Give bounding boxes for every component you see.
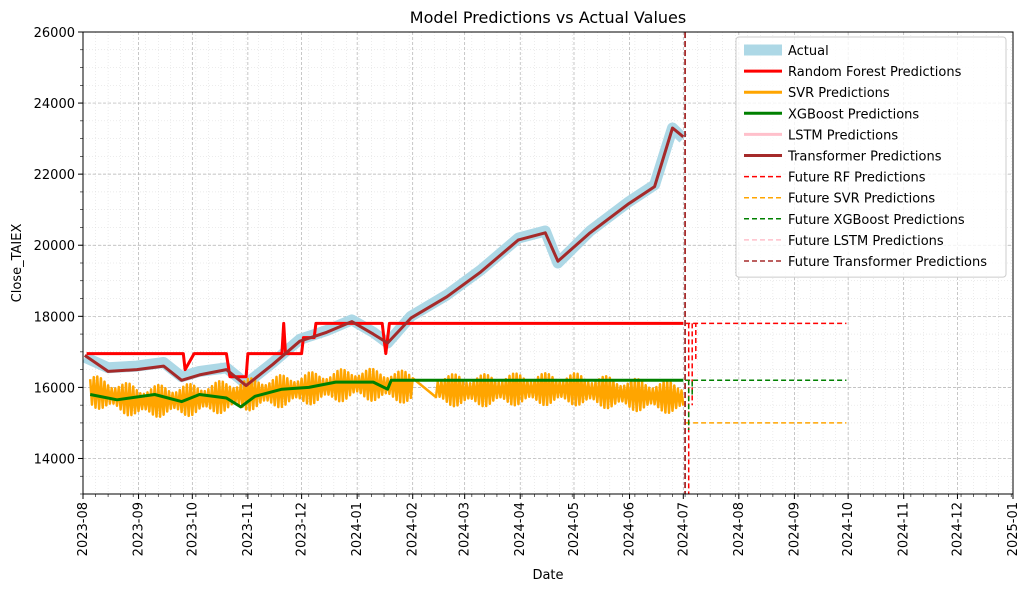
y-tick-label: 14000 — [34, 452, 75, 467]
legend-label-svr-predictions: SVR Predictions — [788, 86, 890, 101]
x-tick-label: 2024-07 — [676, 502, 691, 556]
legend-box — [735, 36, 1007, 278]
axes: 14000 16000 18000 20000 22000 24000 26000 2023-… — [34, 26, 1021, 556]
legend-label-lstm-predictions: LSTM Predictions — [788, 128, 898, 143]
y-axis-label: Close_TAIEX — [10, 224, 25, 303]
x-tick-label: 2024-10 — [841, 502, 856, 556]
x-tick-label: 2024-01 — [350, 502, 365, 556]
x-tick-label: 2024-08 — [732, 502, 747, 556]
x-tick-label: 2024-12 — [950, 502, 965, 556]
x-tick-label: 2023-12 — [295, 502, 310, 556]
series-transformer — [83, 126, 685, 388]
legend-label-xgboost-predictions: XGBoost Predictions — [788, 107, 919, 122]
x-axis-label: Date — [532, 568, 563, 583]
series-random-forest — [86, 321, 684, 379]
x-tick-label: 2025-01 — [1006, 502, 1021, 556]
legend-label-future-xgboost-predictions: Future XGBoost Predictions — [788, 213, 965, 228]
y-tick-label: 18000 — [34, 310, 75, 325]
x-tick-label: 2024-04 — [513, 502, 528, 556]
legend-label-transformer-predictions: Transformer Predictions — [787, 150, 942, 165]
x-tick-label: 2023-09 — [132, 502, 147, 556]
x-tick-label: 2024-02 — [406, 502, 421, 556]
legend-label-future-lstm-predictions: Future LSTM Predictions — [788, 234, 944, 249]
legend-label-future-svr-predictions: Future SVR Predictions — [788, 192, 935, 207]
series-svr — [88, 367, 685, 418]
series-xgboost — [89, 378, 684, 409]
series-layer — [82, 32, 847, 494]
legend-label-actual: Actual — [788, 44, 829, 59]
x-tick-label: 2024-03 — [458, 502, 473, 556]
x-tick-label: 2024-11 — [897, 502, 912, 556]
y-tick-label: 16000 — [34, 381, 75, 396]
y-tick-label: 20000 — [34, 239, 75, 254]
y-tick-label: 26000 — [34, 26, 75, 41]
y-tick-label: 22000 — [34, 168, 75, 183]
chart-title: Model Predictions vs Actual Values — [410, 8, 686, 27]
x-tick-label: 2024-09 — [787, 502, 802, 556]
legend-label-future-rf-predictions: Future RF Predictions — [788, 171, 926, 186]
x-tick-label: 2023-10 — [185, 502, 200, 556]
x-tick-label: 2023-08 — [76, 502, 91, 556]
legend: Actual Random Forest Predictions SVR Predi… — [735, 36, 1007, 278]
legend-label-future-transformer-predictions: Future Transformer Predictions — [788, 255, 987, 270]
x-tick-label: 2024-06 — [623, 502, 638, 556]
legend-label-random-forest-predictions: Random Forest Predictions — [788, 65, 962, 80]
x-tick-label: 2024-05 — [567, 502, 582, 556]
y-tick-label: 24000 — [34, 97, 75, 112]
x-tick-label: 2023-11 — [241, 502, 256, 556]
